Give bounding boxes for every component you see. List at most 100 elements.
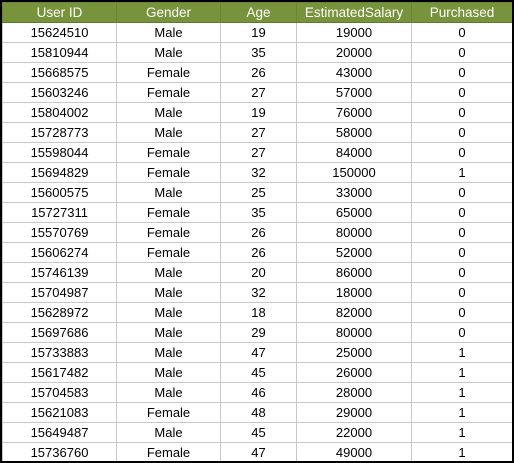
cell-estimated-salary[interactable]: 65000 — [296, 202, 412, 223]
cell-user-id[interactable]: 15628972 — [2, 302, 117, 323]
cell-user-id[interactable]: 15606274 — [2, 242, 117, 263]
cell-user-id[interactable]: 15727311 — [2, 202, 117, 223]
cell-user-id[interactable]: 15570769 — [2, 222, 117, 243]
cell-purchased[interactable]: 1 — [411, 382, 512, 403]
cell-estimated-salary[interactable]: 19000 — [296, 22, 412, 43]
cell-user-id[interactable]: 15697686 — [2, 322, 117, 343]
cell-age[interactable]: 18 — [220, 302, 297, 323]
cell-estimated-salary[interactable]: 57000 — [296, 82, 412, 103]
header-gender[interactable]: Gender — [116, 2, 221, 23]
cell-purchased[interactable]: 1 — [411, 442, 512, 461]
cell-user-id[interactable]: 15733883 — [2, 342, 117, 363]
cell-gender[interactable]: Female — [116, 222, 221, 243]
cell-user-id[interactable]: 15810944 — [2, 42, 117, 63]
cell-age[interactable]: 29 — [220, 322, 297, 343]
cell-purchased[interactable]: 0 — [411, 142, 512, 163]
cell-purchased[interactable]: 0 — [411, 262, 512, 283]
cell-gender[interactable]: Male — [116, 102, 221, 123]
cell-gender[interactable]: Female — [116, 402, 221, 423]
cell-gender[interactable]: Male — [116, 422, 221, 443]
cell-estimated-salary[interactable]: 80000 — [296, 222, 412, 243]
cell-gender[interactable]: Male — [116, 362, 221, 383]
cell-age[interactable]: 45 — [220, 362, 297, 383]
header-purchased[interactable]: Purchased — [411, 2, 512, 23]
cell-age[interactable]: 32 — [220, 282, 297, 303]
cell-user-id[interactable]: 15694829 — [2, 162, 117, 183]
cell-gender[interactable]: Female — [116, 242, 221, 263]
cell-estimated-salary[interactable]: 29000 — [296, 402, 412, 423]
cell-purchased[interactable]: 1 — [411, 422, 512, 443]
cell-purchased[interactable]: 1 — [411, 162, 512, 183]
cell-purchased[interactable]: 0 — [411, 242, 512, 263]
cell-age[interactable]: 26 — [220, 222, 297, 243]
cell-purchased[interactable]: 0 — [411, 322, 512, 343]
cell-estimated-salary[interactable]: 33000 — [296, 182, 412, 203]
cell-user-id[interactable]: 15728773 — [2, 122, 117, 143]
cell-age[interactable]: 25 — [220, 182, 297, 203]
cell-gender[interactable]: Female — [116, 62, 221, 83]
cell-age[interactable]: 45 — [220, 422, 297, 443]
cell-estimated-salary[interactable]: 43000 — [296, 62, 412, 83]
cell-user-id[interactable]: 15704987 — [2, 282, 117, 303]
cell-gender[interactable]: Male — [116, 22, 221, 43]
cell-purchased[interactable]: 0 — [411, 282, 512, 303]
cell-estimated-salary[interactable]: 26000 — [296, 362, 412, 383]
cell-estimated-salary[interactable]: 22000 — [296, 422, 412, 443]
cell-estimated-salary[interactable]: 76000 — [296, 102, 412, 123]
cell-age[interactable]: 26 — [220, 242, 297, 263]
cell-estimated-salary[interactable]: 80000 — [296, 322, 412, 343]
cell-gender[interactable]: Female — [116, 442, 221, 461]
cell-gender[interactable]: Male — [116, 42, 221, 63]
cell-user-id[interactable]: 15603246 — [2, 82, 117, 103]
cell-purchased[interactable]: 0 — [411, 62, 512, 83]
cell-age[interactable]: 20 — [220, 262, 297, 283]
cell-user-id[interactable]: 15600575 — [2, 182, 117, 203]
cell-age[interactable]: 27 — [220, 122, 297, 143]
cell-gender[interactable]: Female — [116, 142, 221, 163]
cell-gender[interactable]: Male — [116, 322, 221, 343]
cell-estimated-salary[interactable]: 84000 — [296, 142, 412, 163]
cell-estimated-salary[interactable]: 28000 — [296, 382, 412, 403]
cell-purchased[interactable]: 0 — [411, 102, 512, 123]
cell-age[interactable]: 47 — [220, 342, 297, 363]
cell-age[interactable]: 27 — [220, 82, 297, 103]
cell-gender[interactable]: Male — [116, 182, 221, 203]
cell-user-id[interactable]: 15621083 — [2, 402, 117, 423]
cell-gender[interactable]: Male — [116, 302, 221, 323]
cell-purchased[interactable]: 1 — [411, 402, 512, 423]
cell-user-id[interactable]: 15598044 — [2, 142, 117, 163]
cell-estimated-salary[interactable]: 86000 — [296, 262, 412, 283]
cell-user-id[interactable]: 15746139 — [2, 262, 117, 283]
cell-age[interactable]: 26 — [220, 62, 297, 83]
cell-user-id[interactable]: 15704583 — [2, 382, 117, 403]
cell-age[interactable]: 32 — [220, 162, 297, 183]
cell-age[interactable]: 48 — [220, 402, 297, 423]
cell-purchased[interactable]: 0 — [411, 22, 512, 43]
cell-estimated-salary[interactable]: 18000 — [296, 282, 412, 303]
header-user-id[interactable]: User ID — [2, 2, 117, 23]
cell-purchased[interactable]: 0 — [411, 222, 512, 243]
cell-gender[interactable]: Male — [116, 342, 221, 363]
cell-age[interactable]: 19 — [220, 22, 297, 43]
cell-purchased[interactable]: 0 — [411, 122, 512, 143]
cell-user-id[interactable]: 15804002 — [2, 102, 117, 123]
cell-gender[interactable]: Male — [116, 262, 221, 283]
cell-user-id[interactable]: 15617482 — [2, 362, 117, 383]
cell-age[interactable]: 47 — [220, 442, 297, 461]
cell-estimated-salary[interactable]: 58000 — [296, 122, 412, 143]
header-age[interactable]: Age — [220, 2, 297, 23]
cell-gender[interactable]: Female — [116, 202, 221, 223]
cell-age[interactable]: 46 — [220, 382, 297, 403]
cell-estimated-salary[interactable]: 20000 — [296, 42, 412, 63]
cell-estimated-salary[interactable]: 49000 — [296, 442, 412, 461]
cell-gender[interactable]: Female — [116, 162, 221, 183]
cell-purchased[interactable]: 1 — [411, 342, 512, 363]
cell-estimated-salary[interactable]: 52000 — [296, 242, 412, 263]
cell-purchased[interactable]: 0 — [411, 82, 512, 103]
cell-age[interactable]: 27 — [220, 142, 297, 163]
cell-purchased[interactable]: 1 — [411, 362, 512, 383]
cell-estimated-salary[interactable]: 150000 — [296, 162, 412, 183]
cell-gender[interactable]: Male — [116, 282, 221, 303]
cell-user-id[interactable]: 15624510 — [2, 22, 117, 43]
cell-estimated-salary[interactable]: 82000 — [296, 302, 412, 323]
